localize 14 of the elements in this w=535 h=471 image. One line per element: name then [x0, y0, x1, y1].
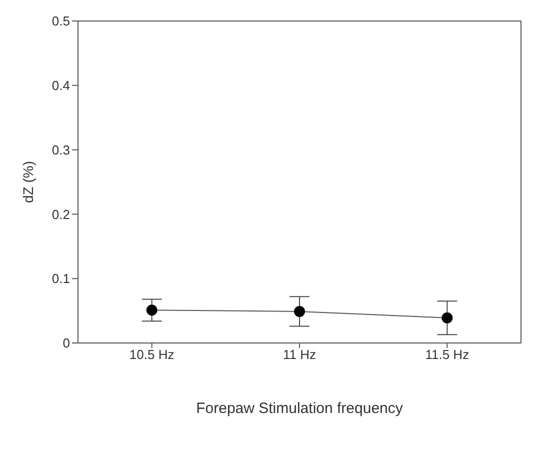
y-tick-label: 0.4 [52, 78, 70, 94]
y-axis-title: dZ (%) [20, 161, 36, 203]
y-tick-label: 0.3 [52, 142, 70, 158]
y-tick-label: 0.5 [52, 14, 70, 29]
x-tick-label: 11.5 Hz [425, 347, 470, 362]
x-tick-label: 11 Hz [283, 347, 316, 362]
x-tick-label: 10.5 Hz [129, 347, 174, 362]
point [294, 306, 305, 317]
point [442, 312, 453, 324]
point [146, 304, 158, 316]
y-tick-label: 0 [62, 336, 70, 351]
y-tick-label: 0.2 [52, 206, 70, 222]
x-axis-title: Forepaw Stimulation frequency [196, 400, 404, 417]
y-tick-label: 0.1 [52, 271, 70, 286]
